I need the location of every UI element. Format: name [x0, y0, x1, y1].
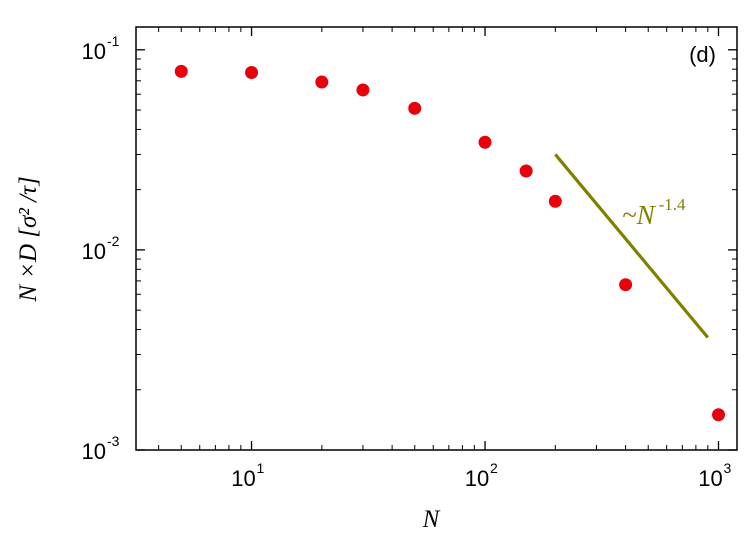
x-tick-label-1: 10 [231, 466, 255, 491]
data-point-10 [712, 408, 726, 422]
data-point-1 [174, 64, 188, 78]
x-tick-exponent-2: 2 [490, 460, 498, 476]
x-tick-exponent-1: 1 [257, 460, 265, 476]
reference-line [554, 153, 710, 339]
data-point-4 [356, 83, 370, 97]
panel-label: (d) [689, 42, 716, 67]
reference-line-label: ~N -1.4 [622, 195, 686, 230]
x-axis-title: N [422, 506, 441, 533]
x-tick-exponent-3: 3 [724, 460, 732, 476]
data-point-7 [519, 164, 533, 178]
y-tick-label-1: 10 [82, 439, 106, 464]
y-axis-title: N ×D [σ² /τ] [15, 176, 42, 303]
y-tick-label-2: 10 [82, 239, 106, 264]
plot-area [135, 26, 738, 451]
x-tick-label-3: 10 [698, 466, 722, 491]
y-tick-exponent-2: -2 [107, 233, 120, 249]
data-point-6 [478, 135, 492, 149]
plot-frame [135, 26, 738, 451]
axis-ticks: 10 1 10 2 10 310 -310 -210 -1 [82, 27, 737, 491]
y-tick-label-3: 10 [82, 39, 106, 64]
data-point-8 [548, 194, 562, 208]
data-point-5 [408, 101, 422, 115]
data-point-3 [315, 75, 329, 89]
y-tick-exponent-1: -3 [107, 433, 120, 449]
data-points [174, 64, 726, 422]
reference-line-label-text: ~N [622, 200, 657, 230]
reference-line-label-exponent: -1.4 [659, 195, 686, 214]
data-point-9 [619, 278, 633, 292]
data-point-2 [245, 66, 259, 80]
x-tick-label-2: 10 [465, 466, 489, 491]
y-tick-exponent-3: -1 [107, 33, 120, 49]
